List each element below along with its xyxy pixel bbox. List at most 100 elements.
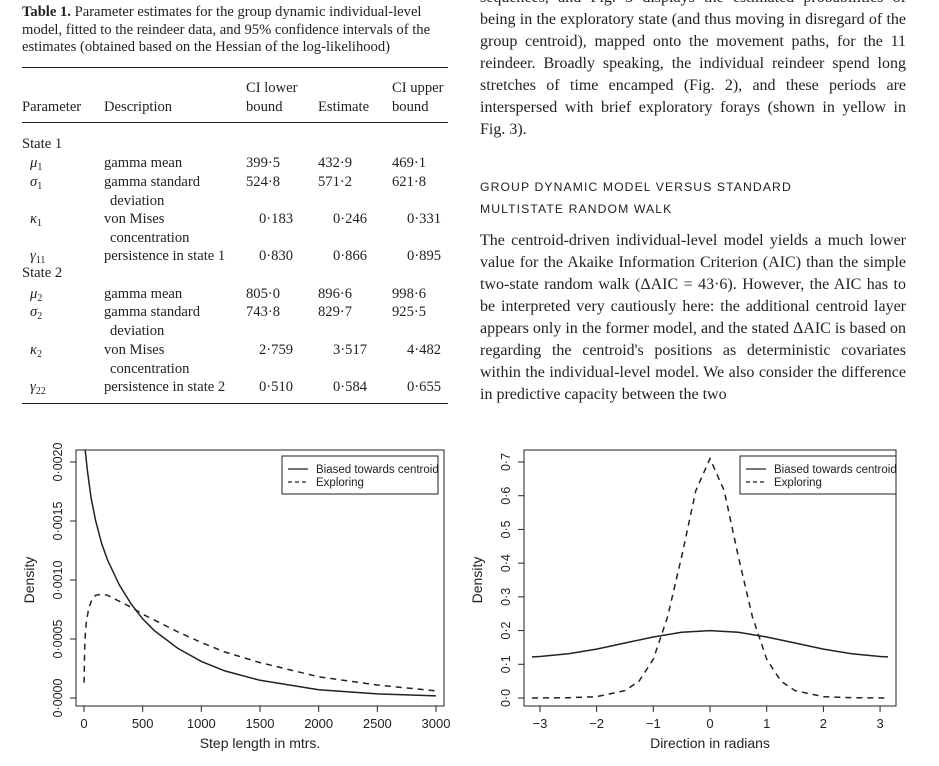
x-tick-label: 1000 [187,716,216,731]
legend-label: Biased towards centroid [774,464,897,476]
header-description: Description [104,99,173,115]
section-heading-line2: MULTISTATE RANDOM WALK [480,202,673,216]
x-tick-label: −1 [646,716,661,731]
estimate-value: 571·2 [318,174,353,190]
param-description: gamma mean [104,286,183,302]
y-tick-label: 0·3 [499,588,513,606]
legend-box [739,455,897,495]
param-symbol: κ1 [30,211,43,229]
x-tick-label: −3 [533,716,548,731]
y-tick-label: 0·0020 [51,442,65,481]
param-description: persistence in state 2 [104,379,226,395]
estimate-value: 0·866 [333,248,368,264]
y-axis-label: Density [21,557,37,604]
series-line-biased [84,450,437,697]
param-symbol: σ2 [30,304,43,322]
legend-box [281,455,439,495]
param-symbol: μ1 [30,155,43,173]
ci-upper-value: 469·1 [392,155,427,171]
state2-label: State 2 [22,265,63,281]
paragraph-exploratory-state: being in the exploratory state (and thus… [480,11,906,138]
y-tick-label: 0·0010 [51,560,65,599]
ci-upper-value: 925·5 [392,304,427,320]
x-tick-label: 3000 [422,716,451,731]
param-symbol: γ11 [30,248,46,266]
x-tick-label: 0 [80,716,87,731]
estimate-value: 0·584 [333,379,368,395]
x-axis-label: Direction in radians [650,735,770,751]
x-tick-label: 1500 [246,716,275,731]
body-text-top: sequences, and Fig. 3 displays the estim… [480,0,906,141]
param-symbol: γ22 [30,379,46,397]
series-line-exploring [83,593,437,692]
estimate-value: 896·6 [318,286,353,302]
y-tick-label: 0·5 [499,520,513,538]
param-description-cont: concentration [110,230,190,246]
param-symbol: σ1 [30,174,43,192]
legend-label: Exploring [316,477,364,489]
y-tick-label: 0·0 [499,689,513,707]
partial-first-line: sequences, and Fig. 3 displays the estim… [480,0,906,9]
section-heading-line1: GROUP DYNAMIC MODEL VERSUS STANDARD [480,180,792,194]
x-tick-label: 2000 [304,716,333,731]
ci-lower-value: 743·8 [246,304,281,320]
y-tick-label: 0·0000 [51,678,65,717]
estimate-value: 3·517 [333,342,368,358]
x-tick-label: 2500 [363,716,392,731]
param-description-cont: deviation [110,193,165,209]
ci-lower-value: 0·830 [259,248,294,264]
y-tick-label: 0·1 [499,655,513,673]
header-ci-upper-2: bound [392,99,429,115]
header-ci-lower-2: bound [246,99,283,115]
header-estimate: Estimate [318,99,370,115]
table-caption: Table 1. Parameter estimates for the gro… [22,4,450,57]
paragraph-aic-comparison: The centroid-driven individual-level mod… [480,232,906,403]
ci-upper-value: 998·6 [392,286,427,302]
param-description: von Mises [104,342,165,358]
param-description: gamma mean [104,155,183,171]
state1-label: State 1 [22,136,63,152]
table-bottom-rule [22,403,448,404]
param-description: persistence in state 1 [104,248,226,264]
ci-lower-value: 2·759 [259,342,294,358]
legend-label: Exploring [774,477,822,489]
ci-lower-value: 524·8 [246,174,281,190]
estimate-value: 829·7 [318,304,353,320]
param-description-cont: deviation [110,323,165,339]
x-tick-label: 3 [876,716,883,731]
ci-lower-value: 0·183 [259,211,294,227]
param-description-cont: concentration [110,361,190,377]
x-axis-label: Step length in mtrs. [200,735,321,751]
table-top-rule [22,67,448,68]
ci-upper-value: 0·895 [407,248,442,264]
ci-upper-value: 0·655 [407,379,442,395]
ci-upper-value: 0·331 [407,211,442,227]
series-line-exploring [531,456,889,699]
ci-lower-value: 399·5 [246,155,281,171]
table-label: Table 1. [22,4,71,20]
param-symbol: κ2 [30,342,43,360]
x-tick-label: 0 [706,716,713,731]
x-tick-label: 1 [763,716,770,731]
ci-upper-value: 621·8 [392,174,427,190]
table-caption-text: Parameter estimates for the group dynami… [22,4,431,55]
y-tick-label: 0·7 [499,453,513,471]
param-description: gamma standard [104,304,201,320]
x-tick-label: −2 [589,716,604,731]
table-header-rule [22,122,448,123]
y-tick-label: 0·2 [499,621,513,639]
header-parameter: Parameter [22,99,82,115]
y-tick-label: 0·6 [499,487,513,505]
ci-lower-value: 805·0 [246,286,281,302]
param-description: von Mises [104,211,165,227]
header-ci-upper-1: CI upper [392,80,444,96]
x-tick-label: 500 [132,716,154,731]
legend-label: Biased towards centroid [316,464,439,476]
y-tick-label: 0·0015 [51,501,65,540]
y-tick-label: 0·4 [499,554,513,572]
ci-upper-value: 4·482 [407,342,442,358]
ci-lower-value: 0·510 [259,379,294,395]
direction-density-chart: −3 −2 −1 0 1 2 3 0·0 0·1 0·2 0·3 0·4 0·5 0·6 0·7 Direct… [470,449,897,751]
estimate-value: 432·9 [318,155,353,171]
estimate-value: 0·246 [333,211,368,227]
